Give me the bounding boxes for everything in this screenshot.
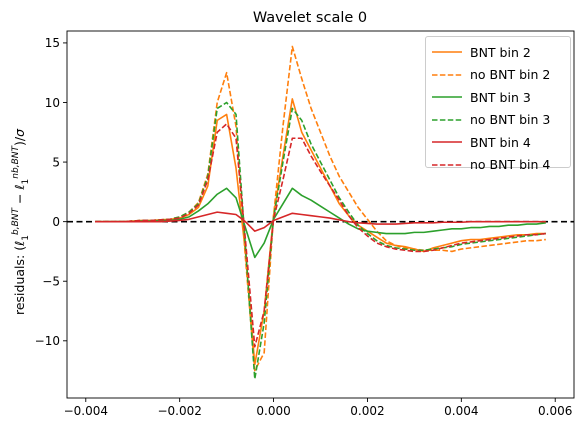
y-tick-label: 0 [52, 215, 60, 229]
legend-item: BNT bin 4 [432, 131, 564, 154]
y-axis-label: residuals: (ℓ1b,BNT − ℓ1nb,BNT)/σ [11, 128, 31, 315]
x-tick-label: 0.000 [256, 404, 290, 418]
chart-legend: BNT bin 2 no BNT bin 2 BNT bin 3 no BNT bin… [425, 36, 571, 172]
x-tick-label: −0.004 [64, 404, 108, 418]
legend-label: no BNT bin 4 [470, 157, 551, 173]
legend-swatch [432, 137, 462, 147]
plot-frame [66, 30, 575, 399]
y-tick-label: −5 [42, 275, 60, 289]
plot-area: −0.004 −0.002 0.000 0.002 0.004 0.006 −10 −5 0 5 1… [35, 30, 575, 418]
legend-label: BNT bin 3 [470, 89, 531, 105]
x-tick-label: 0.004 [444, 404, 478, 418]
legend-item: no BNT bin 3 [432, 109, 564, 132]
legend-swatch [432, 115, 462, 125]
series-line-no-bnt-bin-4 [95, 123, 546, 348]
legend-label: BNT bin 4 [470, 134, 531, 150]
y-tick-label: −10 [35, 334, 60, 348]
y-tick-label: 15 [45, 36, 60, 50]
legend-label: no BNT bin 3 [470, 112, 551, 128]
y-tick-label: 5 [52, 155, 60, 169]
legend-label: BNT bin 2 [470, 44, 531, 60]
y-tick-label: 10 [45, 96, 60, 110]
legend-item: BNT bin 3 [432, 86, 564, 109]
legend-swatch [432, 70, 462, 80]
series-line-bnt-bin-4 [95, 211, 546, 232]
legend-label: no BNT bin 2 [470, 67, 551, 83]
legend-swatch [432, 92, 462, 102]
x-tick-label: −0.002 [157, 404, 201, 418]
legend-item: no BNT bin 4 [432, 154, 564, 177]
legend-swatch [432, 47, 462, 57]
chart-title: Wavelet scale 0 [253, 10, 367, 26]
x-tick-label: 0.002 [350, 404, 384, 418]
legend-item: no BNT bin 2 [432, 64, 564, 87]
x-tick-label: 0.006 [538, 404, 572, 418]
legend-swatch [432, 160, 462, 170]
legend-item: BNT bin 2 [432, 41, 564, 64]
